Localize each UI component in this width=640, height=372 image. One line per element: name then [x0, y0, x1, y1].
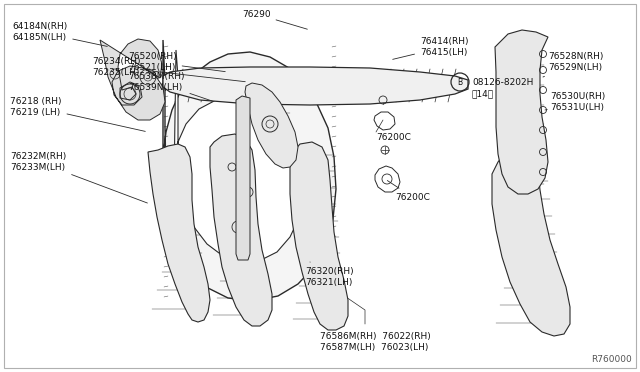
Text: 76414(RH)
76415(LH): 76414(RH) 76415(LH): [393, 36, 468, 60]
Polygon shape: [495, 30, 548, 194]
Text: 76234(RH)
76235(LH): 76234(RH) 76235(LH): [92, 57, 245, 82]
Text: 76232M(RH)
76233M(LH): 76232M(RH) 76233M(LH): [10, 152, 147, 203]
Text: B: B: [458, 77, 463, 87]
Text: 76586M(RH)  76022(RH)
76587M(LH)  76023(LH): 76586M(RH) 76022(RH) 76587M(LH) 76023(LH…: [320, 331, 431, 352]
Polygon shape: [174, 50, 303, 262]
Text: R760000: R760000: [591, 355, 632, 364]
Text: 08126-8202H
（14）: 08126-8202H （14）: [472, 78, 533, 99]
Text: 76520(RH)
76521(LH): 76520(RH) 76521(LH): [128, 52, 225, 73]
Text: 76538M(RH)
76539N(LH): 76538M(RH) 76539N(LH): [128, 71, 212, 101]
Polygon shape: [163, 40, 336, 301]
Polygon shape: [210, 134, 272, 326]
Text: 76218 (RH)
76219 (LH): 76218 (RH) 76219 (LH): [10, 97, 145, 131]
Polygon shape: [236, 96, 250, 260]
Text: 64184N(RH)
64185N(LH): 64184N(RH) 64185N(LH): [12, 22, 108, 46]
Text: 76528N(RH)
76529N(LH): 76528N(RH) 76529N(LH): [543, 52, 604, 77]
Polygon shape: [245, 83, 298, 168]
Polygon shape: [100, 39, 165, 120]
Text: 76290: 76290: [242, 10, 307, 29]
Text: 76200C: 76200C: [376, 132, 411, 141]
Text: 76200C: 76200C: [387, 180, 430, 202]
Text: 76320(RH)
76321(LH): 76320(RH) 76321(LH): [305, 262, 354, 288]
Polygon shape: [163, 67, 468, 105]
Polygon shape: [148, 144, 210, 322]
Text: 76530U(RH)
76531U(LH): 76530U(RH) 76531U(LH): [545, 92, 605, 112]
Polygon shape: [492, 150, 570, 336]
Polygon shape: [290, 142, 348, 330]
